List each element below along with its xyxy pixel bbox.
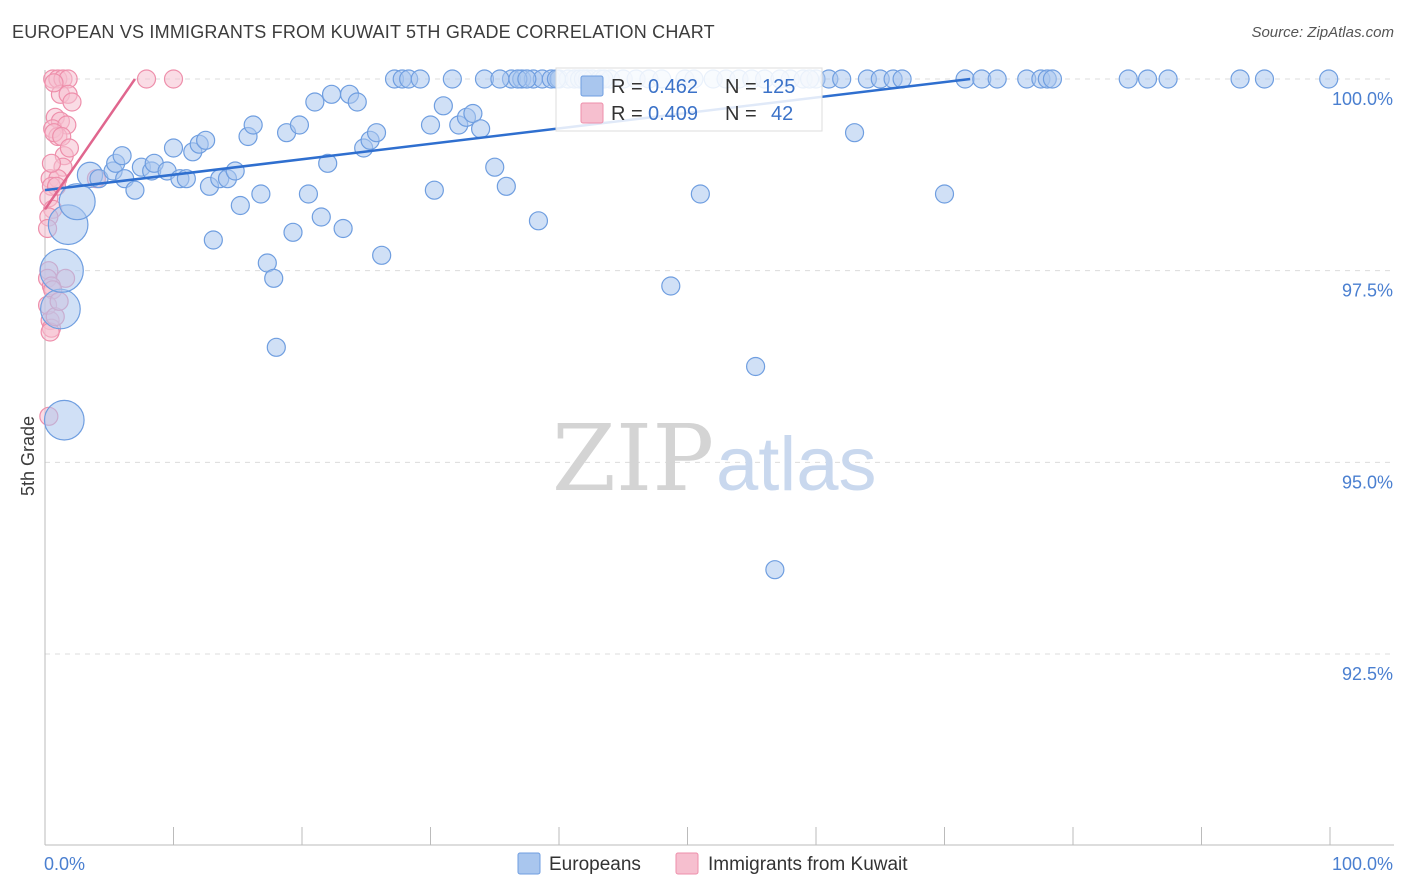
kuwait-point [163, 69, 184, 89]
european-point [372, 245, 392, 265]
kuwait-point [41, 153, 62, 173]
european-point [251, 184, 271, 204]
european-point [765, 560, 785, 580]
european-point [1254, 69, 1275, 89]
european-point [43, 399, 85, 441]
watermark-atlas: atlas [716, 422, 877, 507]
y-tick-label: 97.5% [1342, 281, 1393, 301]
european-point [318, 153, 338, 173]
european-point [58, 183, 96, 221]
european-point [196, 130, 216, 150]
series-legend-swatch-kuwait [675, 852, 699, 875]
european-point [230, 195, 250, 216]
european-point [517, 69, 537, 89]
x-tick-label-min: 0.0% [44, 854, 85, 874]
european-point [690, 184, 710, 204]
kuwait-point [44, 73, 64, 93]
european-point [410, 69, 430, 89]
european-point [225, 161, 245, 181]
legend-n-value-blue: 125 [762, 76, 795, 98]
series-legend-label-kuwait: Immigrants from Kuwait [708, 854, 908, 875]
european-point [283, 222, 303, 242]
european-point [442, 69, 462, 89]
y-tick-label: 92.5% [1342, 664, 1393, 684]
european-point [366, 123, 387, 143]
legend-n-value-pink: 42 [771, 103, 793, 125]
european-point [40, 288, 81, 330]
european-point [1158, 69, 1178, 89]
y-tick-label: 95.0% [1342, 472, 1393, 492]
pink-series-points [37, 69, 184, 426]
x-tick-label-max: 100.0% [1332, 854, 1393, 874]
european-point [163, 138, 184, 158]
european-point [528, 211, 549, 231]
european-point [1230, 69, 1250, 89]
european-point [1042, 69, 1063, 89]
series-legend: Europeans Immigrants from Kuwait [517, 852, 908, 875]
legend-n-label-pink: N = [725, 103, 757, 125]
european-point [433, 96, 453, 116]
european-point [203, 230, 223, 250]
european-point [1118, 69, 1138, 89]
european-point [298, 184, 319, 204]
x-ticks [44, 827, 1331, 845]
chart-title: EUROPEAN VS IMMIGRANTS FROM KUWAIT 5TH G… [12, 22, 715, 42]
european-point [305, 92, 325, 112]
european-point [485, 157, 505, 177]
legend-swatch-blue [580, 75, 604, 97]
legend-r-value-blue: 0.462 [648, 76, 698, 98]
legend-r-label-blue: R = [611, 76, 643, 98]
kuwait-point [59, 138, 80, 158]
european-point [844, 123, 865, 143]
european-point [333, 218, 353, 239]
european-point [266, 337, 286, 357]
legend-r-label-pink: R = [611, 103, 643, 125]
european-point [321, 84, 342, 104]
european-point [125, 180, 145, 200]
european-point [112, 146, 132, 166]
european-point [420, 115, 441, 135]
european-point [311, 207, 331, 227]
european-point [746, 356, 766, 377]
legend-r-value-pink: 0.409 [648, 103, 698, 125]
legend-swatch-pink [580, 102, 604, 124]
source-label: Source: ZipAtlas.com [1251, 24, 1394, 41]
european-point [490, 69, 510, 89]
european-point [471, 119, 491, 139]
european-point [496, 176, 516, 196]
y-tick-labels: 100.0% 97.5% 95.0% 92.5% [1332, 89, 1393, 684]
european-trendline [44, 77, 971, 192]
kuwait-point [136, 69, 157, 89]
european-point [987, 69, 1007, 89]
y-tick-label: 100.0% [1332, 89, 1393, 109]
european-point [661, 276, 681, 296]
watermark-zip: ZIP [552, 405, 714, 512]
legend-n-label-blue: N = [725, 76, 757, 98]
european-point [1137, 69, 1158, 89]
kuwait-point [62, 92, 82, 112]
european-point [264, 268, 284, 288]
kuwait-trendline [43, 78, 136, 211]
european-point [1319, 69, 1339, 89]
european-point [934, 184, 955, 204]
european-point [289, 115, 310, 135]
correlation-legend: R = 0.462 N = 125 R = 0.409 N = 42 [555, 67, 823, 132]
y-axis-label: 5th Grade [18, 416, 38, 496]
european-point [39, 248, 84, 293]
european-point [347, 92, 367, 112]
watermark: ZIP atlas [552, 405, 877, 512]
series-legend-label-europeans: Europeans [549, 854, 641, 875]
series-legend-swatch-europeans [517, 852, 541, 875]
european-point [832, 69, 852, 89]
european-point [463, 103, 483, 124]
european-point [424, 180, 444, 200]
european-point [243, 115, 263, 135]
